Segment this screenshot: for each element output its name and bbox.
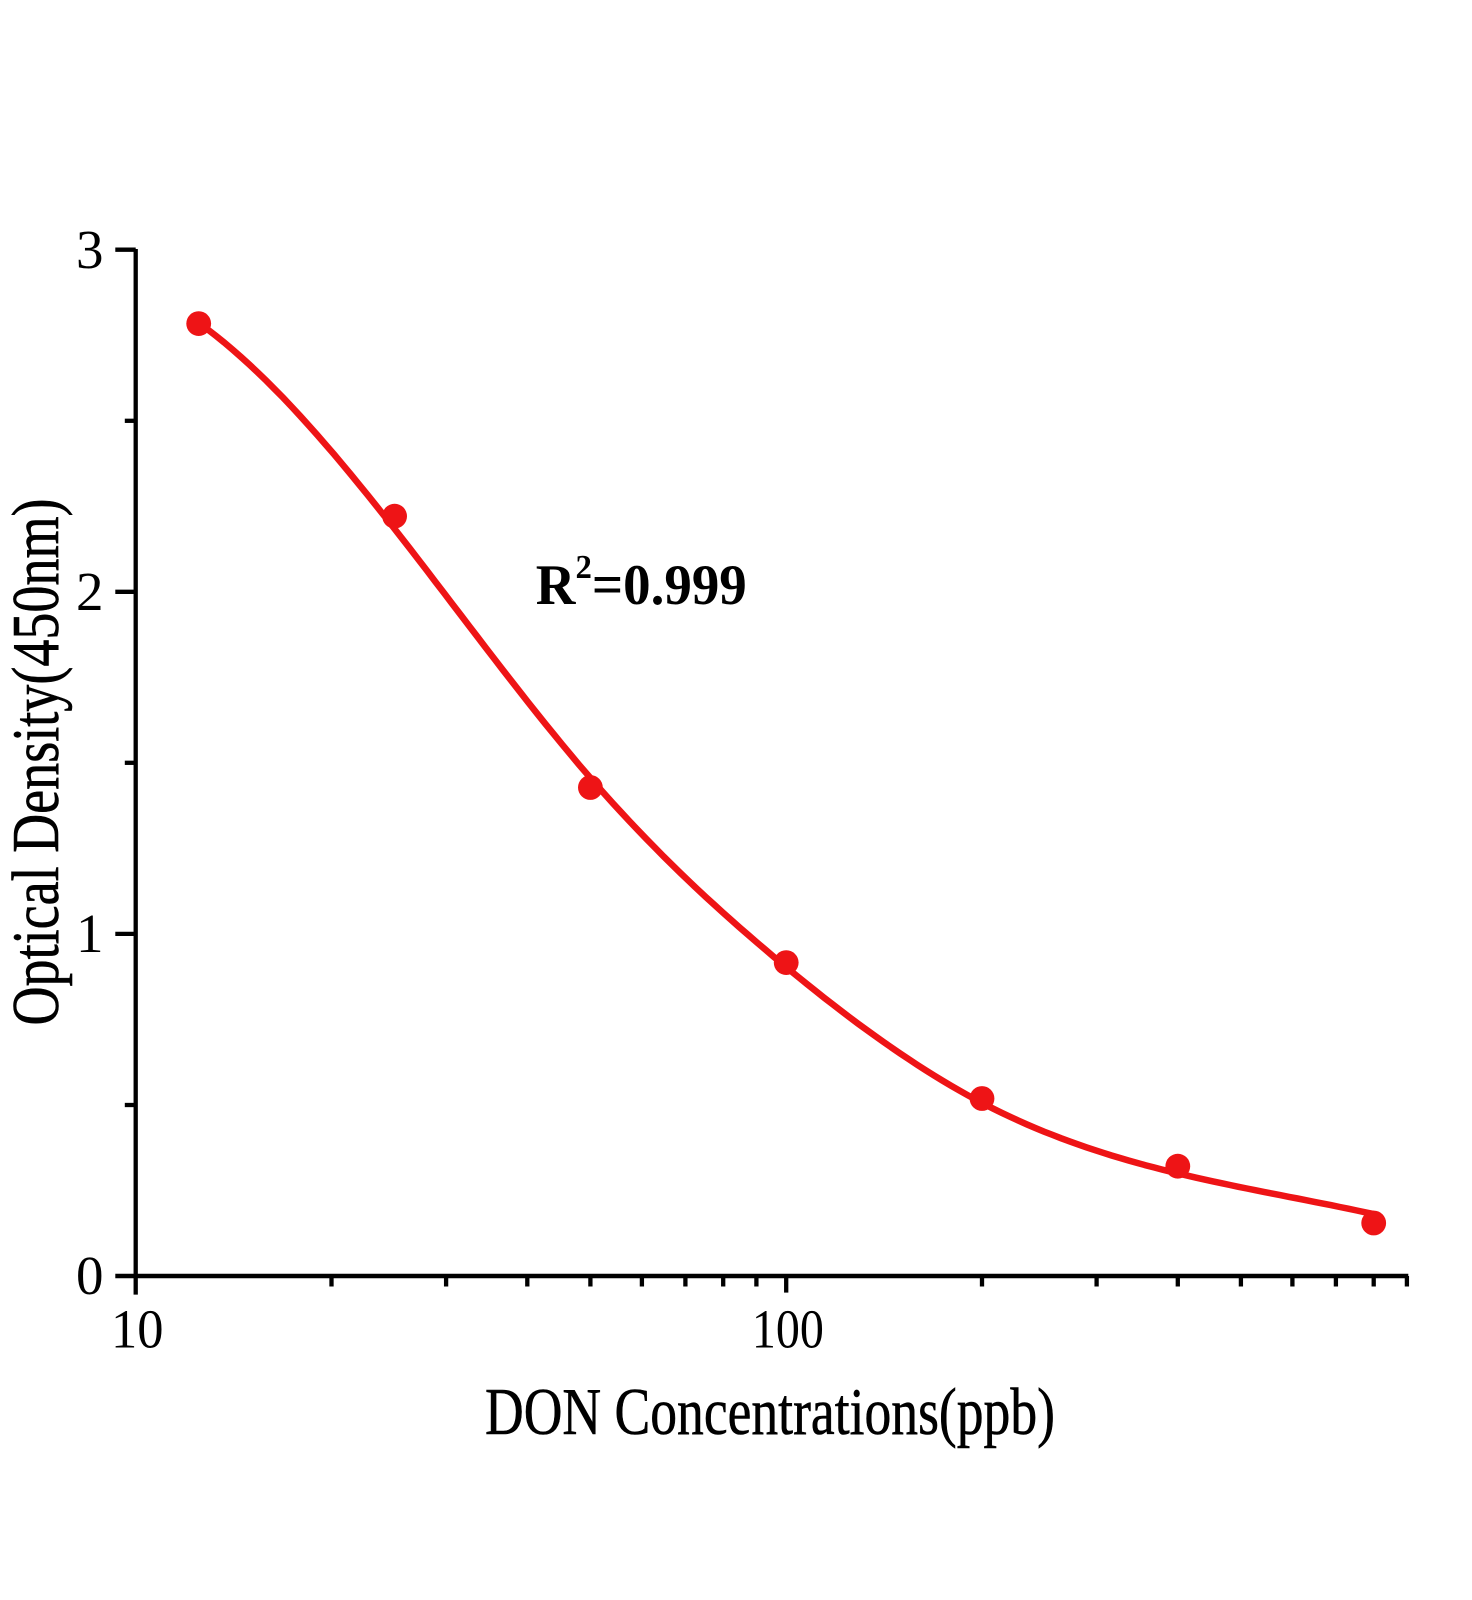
svg-text:3: 3 bbox=[76, 219, 104, 280]
svg-text:100: 100 bbox=[752, 1299, 824, 1360]
svg-text:R2=0.999: R2=0.999 bbox=[536, 549, 747, 617]
svg-text:10: 10 bbox=[111, 1299, 164, 1360]
svg-text:1: 1 bbox=[76, 903, 104, 964]
svg-text:DON Concentrations(ppb): DON Concentrations(ppb) bbox=[485, 1375, 1055, 1449]
svg-text:Optical Density(450nm): Optical Density(450nm) bbox=[0, 499, 73, 1026]
svg-text:2: 2 bbox=[76, 561, 104, 622]
svg-text:0: 0 bbox=[76, 1245, 104, 1306]
